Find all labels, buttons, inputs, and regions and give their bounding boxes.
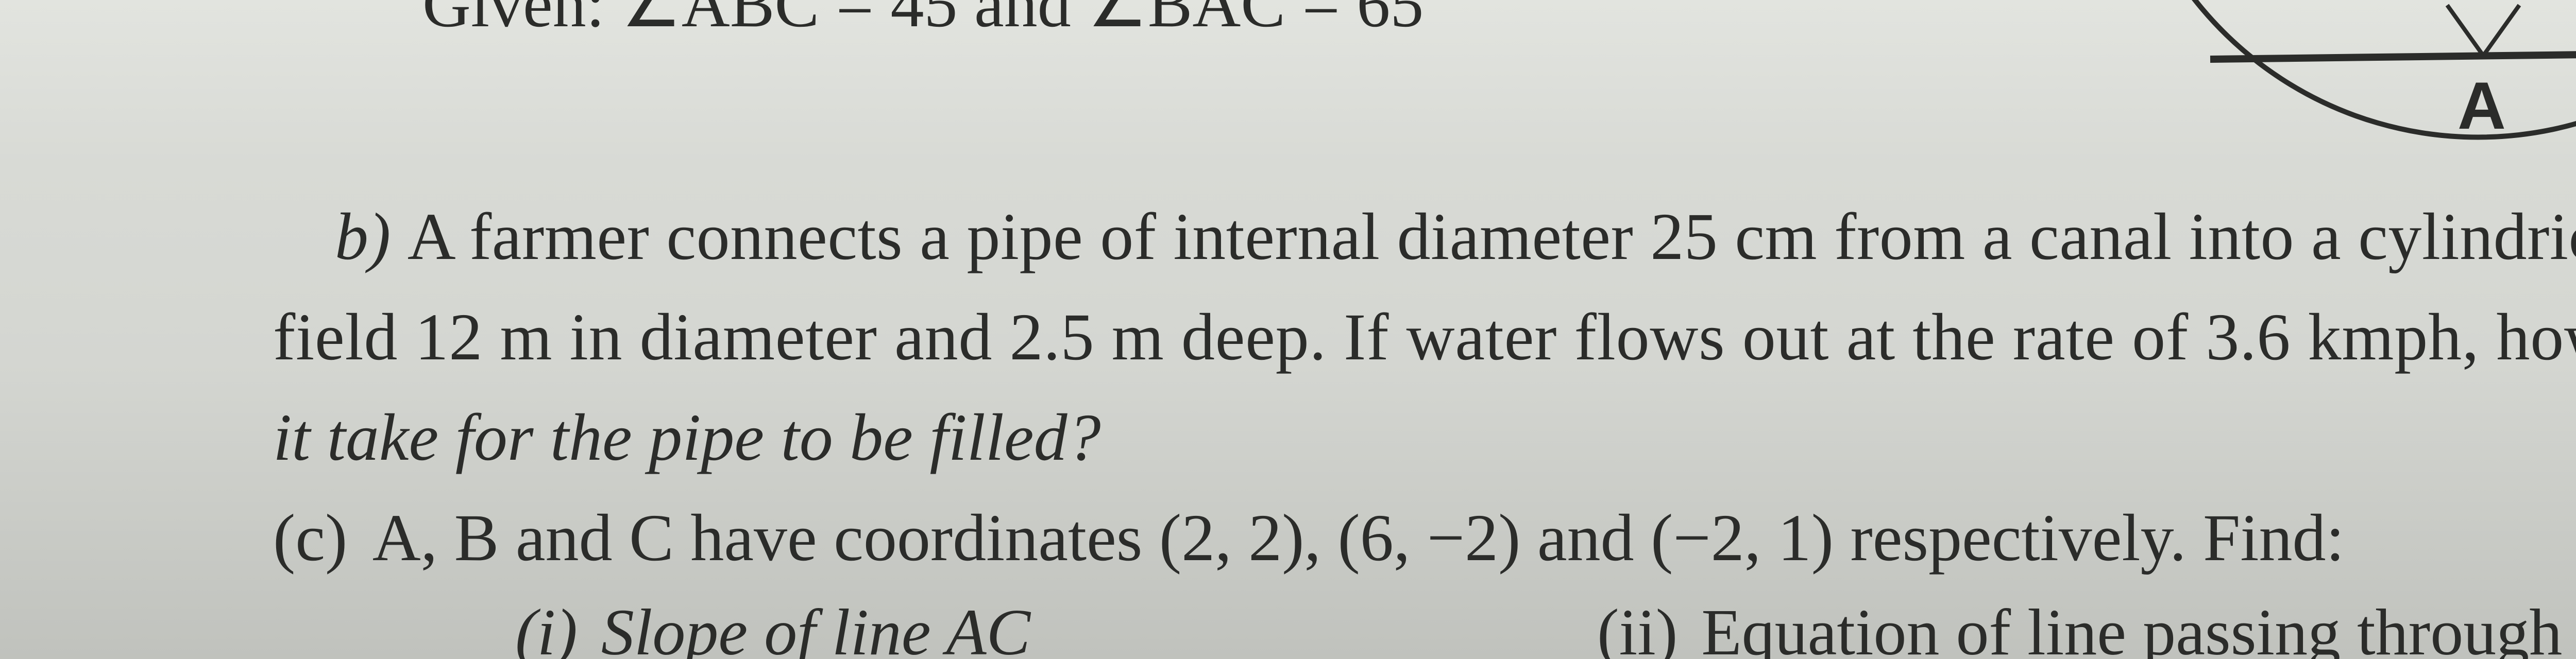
qc-prefix: (c) [273, 501, 347, 575]
qc-sub-i: (i) Slope of line AC [515, 595, 1030, 659]
qc-i-text: Slope of line AC [601, 596, 1030, 659]
qc-line1: (c) A, B and C have coordinates (2, 2), … [273, 499, 2345, 577]
page: Given: ∠ABC = 45 and ∠BAC = 65 A T [3] b… [0, 0, 2576, 659]
qc-text1: A, B and C have coordinates (2, 2), (6, … [372, 501, 2345, 575]
qb-prefix: b) [335, 200, 391, 274]
given-text: Given: ∠ABC = 45 and ∠BAC = 65 [422, 0, 1423, 41]
qb-line3: it take for the pipe to be filled? [273, 399, 1101, 476]
figure-label-A: A [2458, 67, 2506, 144]
qc-i-prefix: (i) [515, 596, 578, 659]
qb-line2: field 12 m in diameter and 2.5 m deep. I… [273, 299, 2576, 376]
given-fragment: Given: ∠ABC = 45 and ∠BAC = 65 [422, 0, 1423, 43]
qb-line1: b) A farmer connects a pipe of internal … [335, 198, 2576, 275]
chord-left [2447, 5, 2483, 56]
qb-text1: A farmer connects a pipe of internal dia… [408, 200, 2576, 274]
tangent-line [2210, 46, 2576, 59]
qc-sub-ii: (ii) Equation of line passing through B … [1597, 595, 2576, 659]
circle-arc [2148, 0, 2576, 137]
qc-ii-text: Equation of line passing through B and [1701, 596, 2576, 659]
qc-ii-prefix: (ii) [1597, 596, 1677, 659]
chord-right [2483, 5, 2519, 56]
